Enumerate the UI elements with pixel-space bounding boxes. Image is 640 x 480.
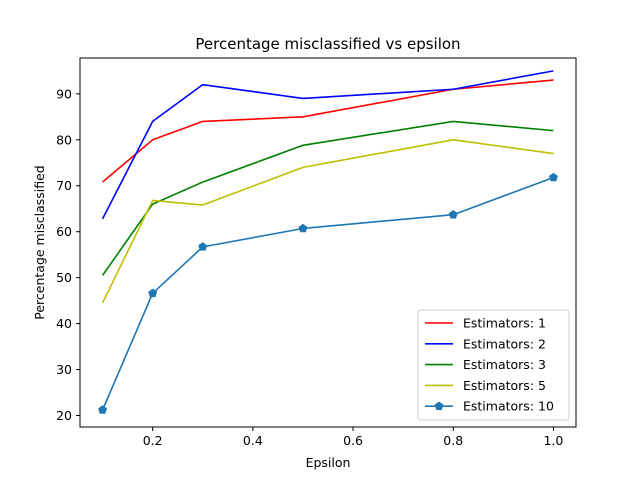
x-tick-label: 0.2: [143, 433, 163, 448]
plot-area: [79, 57, 577, 428]
series-line-estimators-10: [101, 176, 554, 411]
y-tick-label: 90: [56, 86, 72, 101]
x-tick-label: 1.0: [544, 433, 564, 448]
y-tick-label: 20: [56, 408, 72, 423]
axes-frame: [79, 57, 577, 428]
data-point-estimators-10: [448, 210, 458, 219]
chart-title: Percentage misclassified vs epsilon: [195, 35, 460, 53]
x-tick-label: 0.4: [243, 433, 263, 448]
legend-label-estimators-5: Estimators: 5: [463, 378, 546, 393]
series-layer: [98, 70, 558, 414]
legend: Estimators: 1 Estimators: 2 Estimators: 3 E…: [417, 309, 570, 421]
x-tick-label: 0.8: [443, 433, 463, 448]
series-line-estimators-2: [101, 70, 554, 220]
y-axis-label: Percentage misclassified: [32, 165, 47, 319]
x-axis: 0.2 0.4 0.6 0.8 1.0: [143, 427, 564, 448]
data-point-estimators-10: [148, 288, 158, 298]
data-point-estimators-10: [548, 172, 558, 182]
series-line-estimators-1: [102, 79, 554, 183]
legend-label-estimators-3: Estimators: 3: [463, 357, 546, 372]
legend-label-estimators-10: Estimators: 10: [463, 399, 554, 414]
data-point-estimators-10: [198, 242, 208, 251]
y-axis: 20 30 40 50 60 70 80 90: [56, 86, 80, 423]
legend-marker-estimators-10: [434, 401, 444, 411]
x-tick-label: 0.6: [343, 433, 363, 448]
y-tick-label: 70: [56, 178, 72, 193]
y-tick-label: 80: [56, 132, 72, 147]
y-tick-label: 50: [56, 270, 72, 285]
legend-box: [417, 309, 570, 421]
y-tick-label: 30: [56, 362, 72, 377]
y-tick-label: 60: [56, 224, 72, 239]
x-axis-label: Epsilon: [306, 455, 351, 470]
data-point-estimators-10: [98, 405, 108, 414]
legend-label-estimators-1: Estimators: 1: [463, 316, 546, 331]
data-point-estimators-10: [298, 223, 308, 233]
series-line-estimators-5: [101, 139, 554, 304]
legend-label-estimators-2: Estimators: 2: [463, 336, 546, 351]
y-tick-label: 40: [56, 316, 72, 331]
